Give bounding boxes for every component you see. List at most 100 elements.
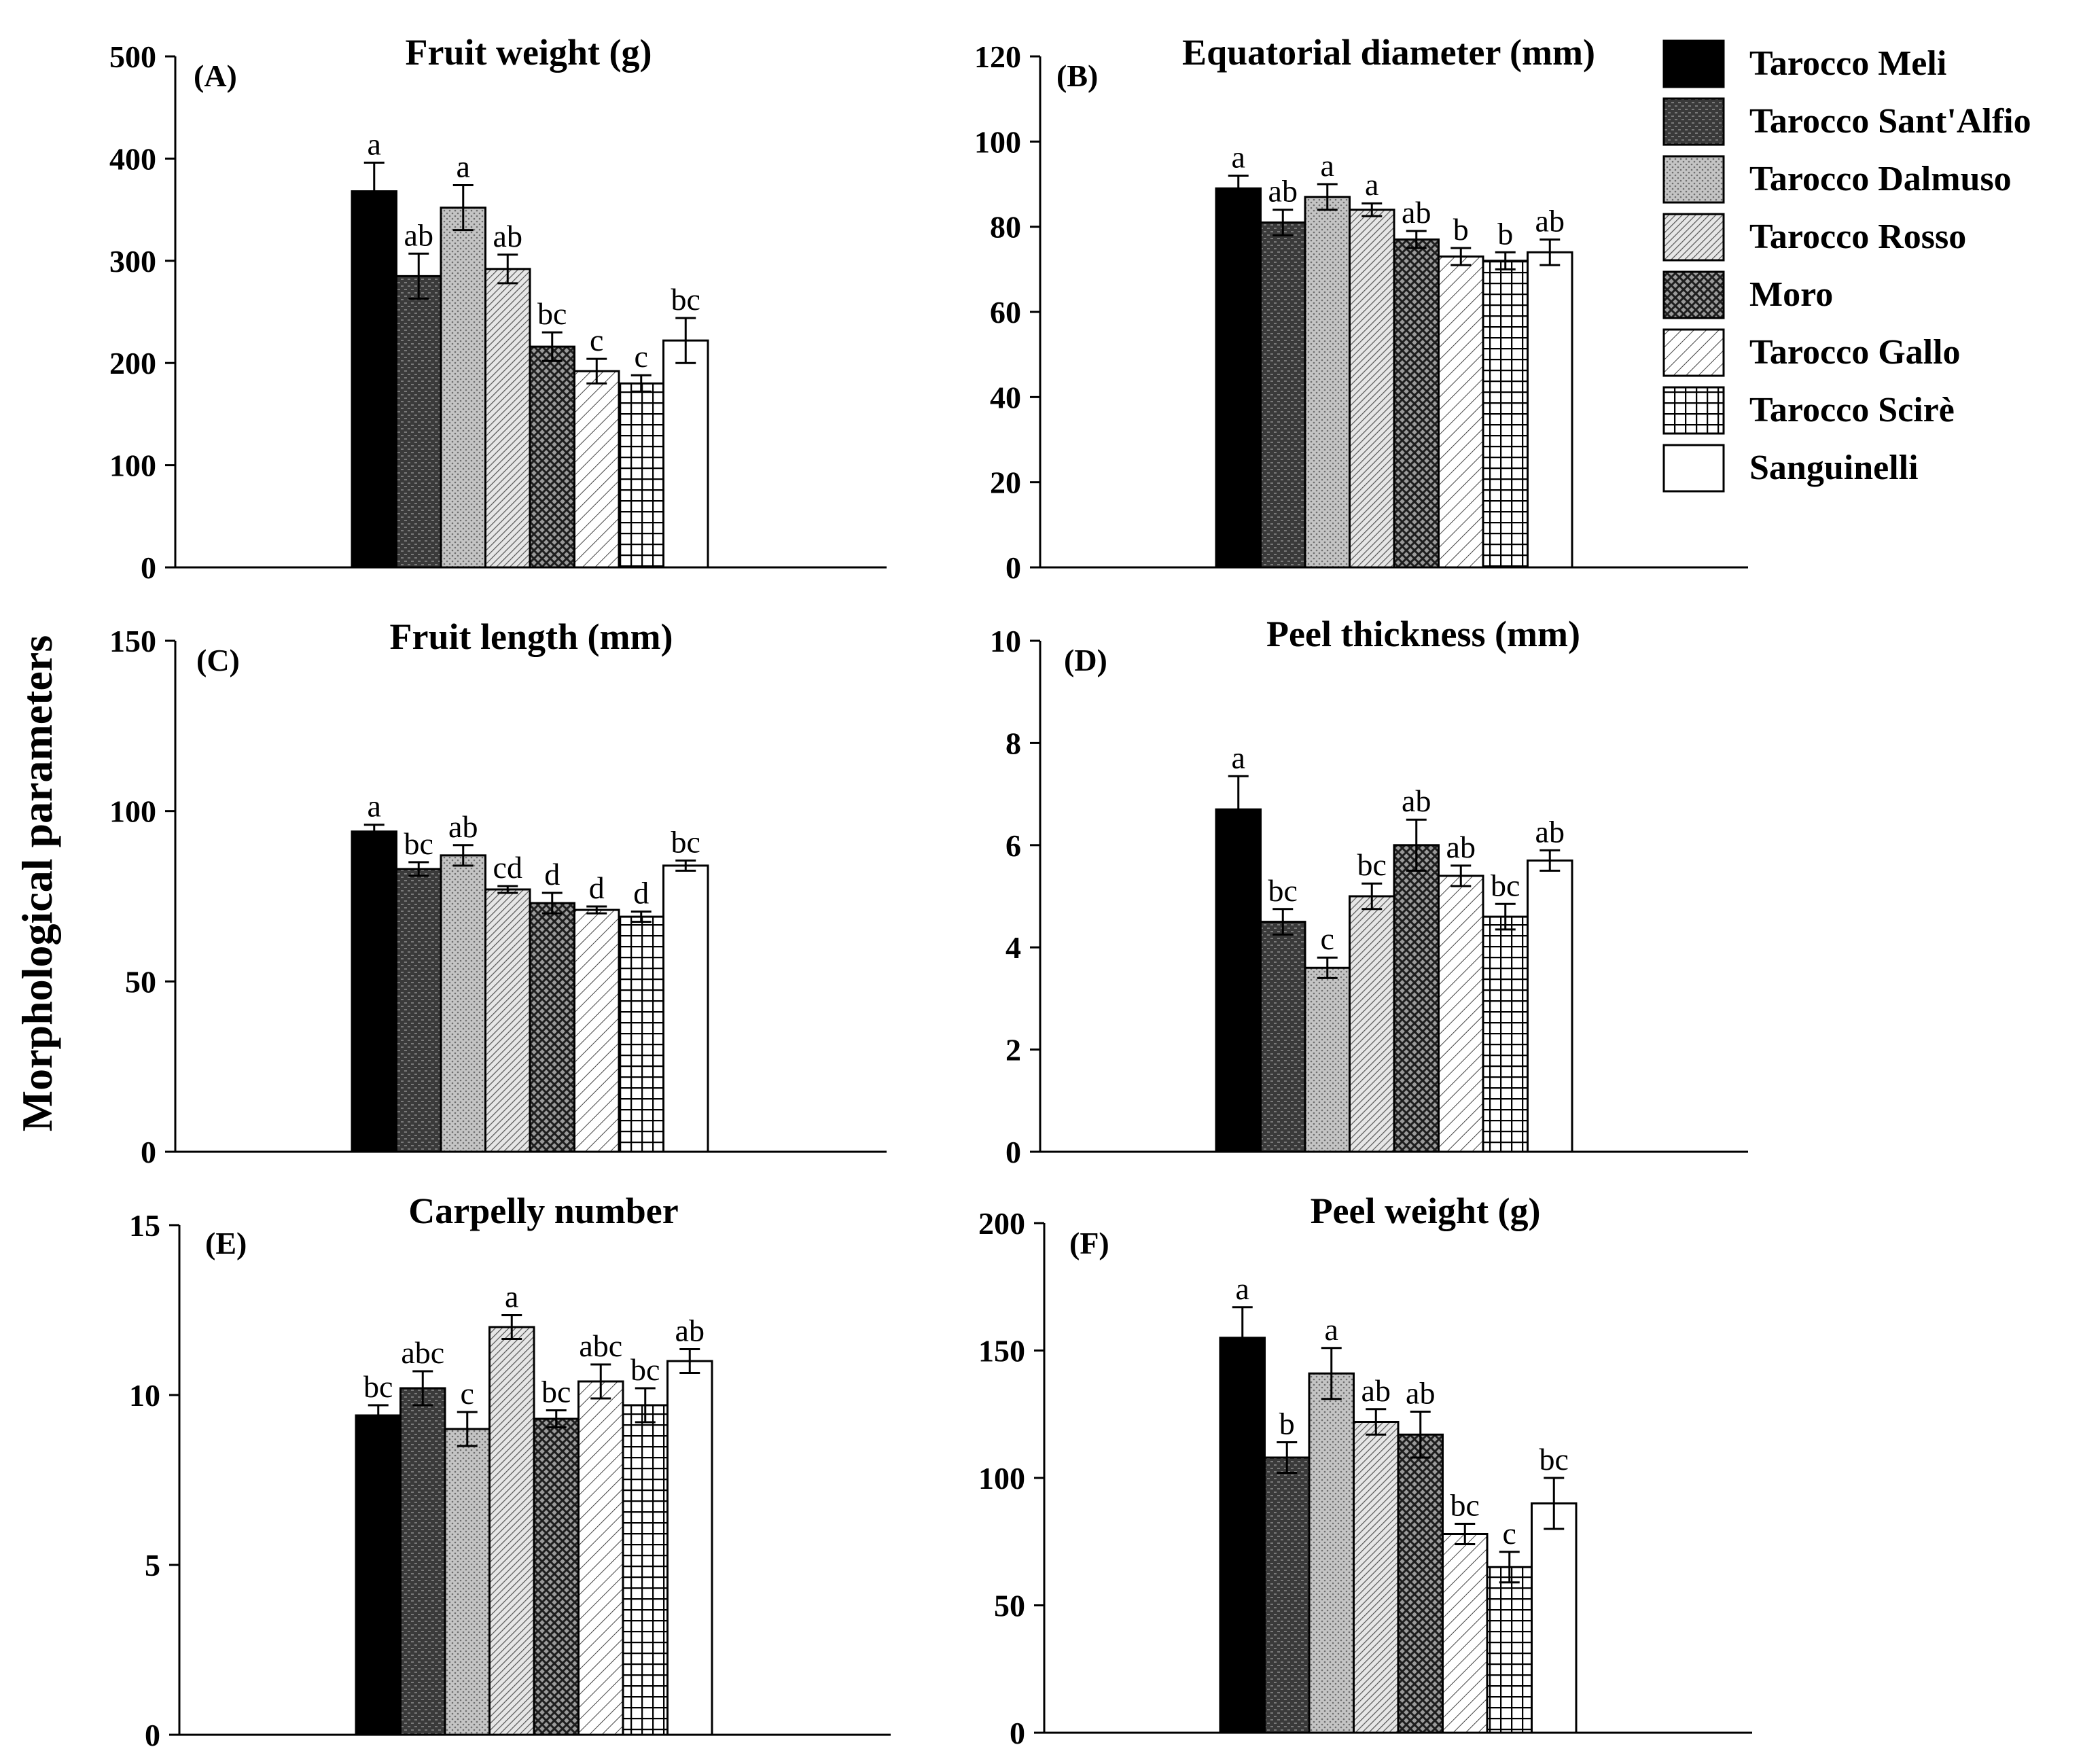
significance-label: a [457,149,470,184]
error-bar [408,252,429,300]
error-bar [1450,247,1472,266]
legend-swatch [1662,386,1725,435]
y-tick-label: 20 [990,465,1021,500]
error-bar [1361,202,1383,217]
significance-label: a [1232,740,1245,775]
y-tick-label: 0 [1005,550,1021,585]
error-bar [1361,882,1383,911]
significance-label: a [505,1280,518,1314]
error-bar [546,1409,567,1428]
significance-label: bc [404,826,433,861]
legend-item-moro: Moro [1662,270,1833,319]
error-bar [1539,238,1561,266]
error-bar [501,1314,522,1340]
error-bar [1366,1408,1387,1436]
significance-label: abc [401,1335,444,1370]
bar-tarocco-meli [1215,808,1262,1153]
significance-label: a [1365,167,1378,202]
significance-label: bc [1357,847,1387,882]
error-bar [412,1370,433,1407]
legend-item-tarocco-dalmuso: Tarocco Dalmuso [1662,155,2012,204]
panel-label: (B) [1056,58,1098,93]
bar-tarocco-dalmuso [1304,966,1351,1153]
y-tick-label: 150 [109,624,156,658]
y-tick-label: 100 [109,794,156,829]
error-bar [408,861,429,877]
bar-tarocco-gallo [1438,255,1484,569]
panel-label: (F) [1069,1226,1109,1260]
significance-label: ab [493,219,522,253]
legend-label: Tarocco Gallo [1749,333,1961,372]
panel-title: Carpelly number [408,1190,679,1231]
error-bar [1317,956,1338,979]
significance-label: bc [1539,1442,1569,1477]
legend-swatch [1662,328,1725,377]
y-tick-label: 200 [109,346,156,381]
bar-tarocco-gallo [577,1380,624,1736]
error-bar [452,844,474,867]
error-bar [1272,209,1294,236]
bar-tarocco-gallo [1438,875,1484,1153]
error-bar [497,885,518,894]
legend-swatch [1662,213,1725,262]
bar-moro [533,1417,580,1736]
bar-tarocco-sant-alfio [1260,921,1306,1153]
error-bar [679,1348,700,1374]
significance-label: ab [1535,814,1565,849]
bar-tarocco-rosso [1349,209,1395,569]
bar-tarocco-meli [355,1414,402,1736]
bar-tarocco-dalmuso [440,207,486,569]
error-bar [630,911,652,923]
y-tick-label: 40 [990,380,1021,414]
legend-label: Tarocco Scirè [1749,391,1955,429]
error-bar [1228,775,1249,844]
y-tick-label: 10 [990,624,1021,658]
y-tick-label: 120 [974,39,1021,74]
significance-label: cd [493,850,522,885]
panel-title: Peel weight (g) [1311,1190,1541,1231]
significance-label: d [589,870,605,905]
error-bar [1450,864,1472,887]
significance-label: bc [671,824,700,859]
y-tick-label: 0 [141,1135,156,1169]
error-bar [452,184,474,232]
bar-sanguinelli [666,1360,713,1736]
significance-label: a [368,789,381,824]
y-tick-label: 200 [978,1206,1025,1241]
significance-label: bc [1491,868,1520,902]
error-bar [635,1387,656,1424]
error-bar [1321,1347,1342,1400]
panel-title: Peel thickness (mm) [1266,614,1580,654]
figure-y-axis-title: Morphological parameters [13,635,61,1132]
bar-tarocco-scir [618,915,664,1153]
bar-tarocco-dalmuso [440,854,486,1153]
error-bar [541,892,563,915]
significance-label: d [544,857,560,892]
bar-tarocco-sant-alfio [395,275,442,569]
y-tick-label: 15 [129,1208,160,1243]
bar-tarocco-gallo [573,370,620,569]
bar-moro [529,902,575,1153]
legend-item-tarocco-meli: Tarocco Meli [1662,39,1946,88]
error-bar [1495,251,1516,270]
significance-label: abc [579,1328,622,1363]
error-bar [1410,1411,1431,1459]
bar-moro [1393,844,1440,1153]
error-bar [457,1411,478,1447]
bar-tarocco-sant-alfio [1264,1456,1311,1734]
error-bar [1495,902,1516,931]
significance-label: ab [1402,783,1431,818]
legend-label: Tarocco Rosso [1749,217,1966,256]
y-tick-label: 0 [1010,1716,1025,1750]
error-bar [1317,183,1338,211]
y-tick-label: 5 [145,1548,160,1583]
bar-sanguinelli [662,864,709,1153]
significance-label: ab [1535,203,1565,238]
bar-tarocco-rosso [488,1326,535,1736]
panel-label: (D) [1064,643,1107,677]
error-bar [497,253,518,285]
error-bar [1272,908,1294,936]
significance-label: b [1453,212,1469,247]
bar-tarocco-sant-alfio [1260,221,1306,569]
